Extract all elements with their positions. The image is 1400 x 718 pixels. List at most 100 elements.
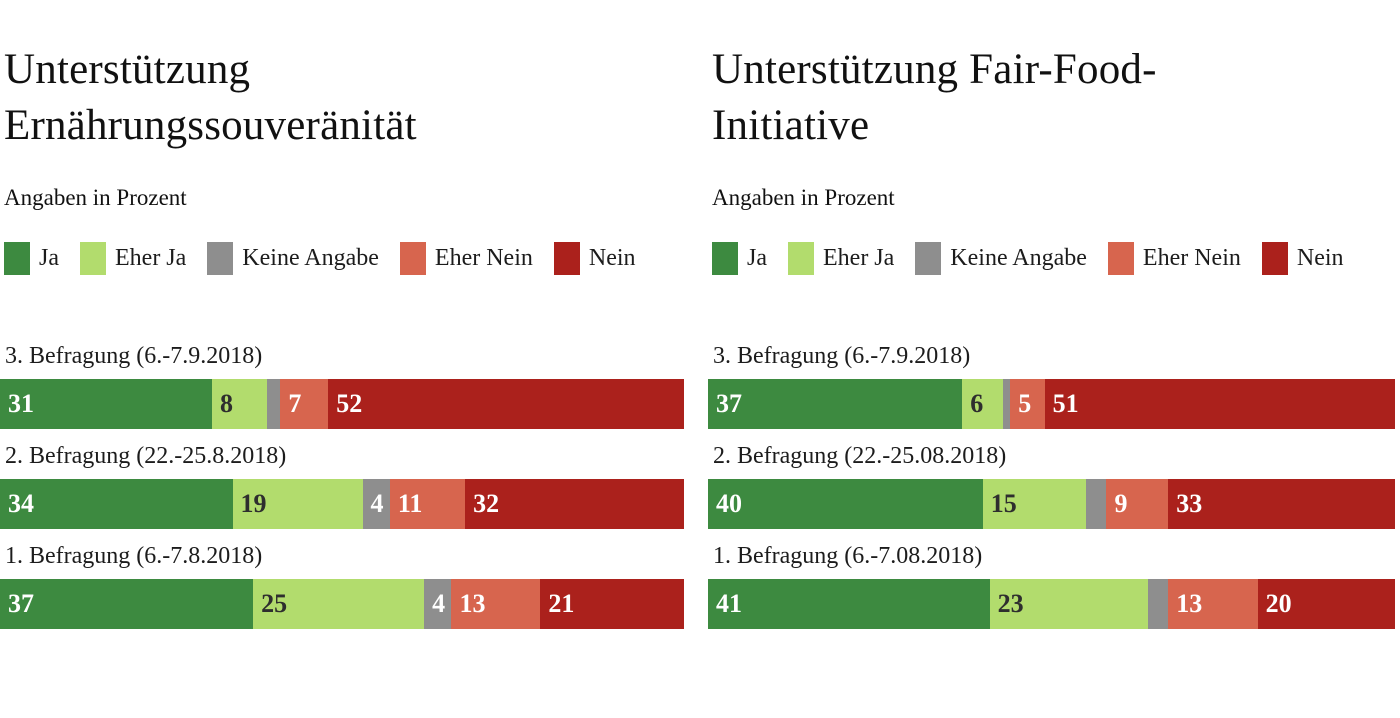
bar-segment: 40	[708, 479, 983, 529]
chart-title-line-1: Unterstützung Fair-Food-	[712, 46, 1157, 93]
bar-segment-value: 32	[473, 489, 500, 518]
bar-segment	[1085, 479, 1107, 529]
legend-swatch	[712, 242, 738, 275]
bar-segment: 13	[1168, 579, 1258, 629]
bar-segment-value: 15	[990, 489, 1017, 518]
bar-segment-value: 31	[8, 389, 34, 418]
bar-segment: 32	[465, 479, 684, 529]
legend-item: Ja	[4, 242, 59, 275]
bar-row-label: 2. Befragung (22.-25.08.2018)	[713, 443, 1007, 469]
bar-segment: 13	[451, 579, 541, 629]
legend-swatch	[1261, 242, 1288, 275]
bar-segment: 5	[1010, 379, 1045, 429]
stacked-bar: 37 6 5 51	[708, 379, 1395, 429]
bar-segment: 8	[212, 379, 267, 429]
bar-segment: 34	[0, 479, 233, 529]
bar-segment: 31	[0, 379, 213, 429]
bar-segment: 52	[328, 379, 684, 429]
chart-subtitle: Angaben in Prozent	[4, 185, 187, 210]
chart-fair-food-initiative: Unterstützung Fair-Food- Initiative Anga…	[708, 42, 1395, 641]
legend-label: Eher Ja	[115, 245, 187, 271]
bar-segment: 25	[253, 579, 425, 629]
bar-row-label: 3. Befragung (6.-7.9.2018)	[713, 343, 971, 369]
bar-rows: 3. Befragung (6.-7.9.2018) 31 8 7 52 2. Befra…	[0, 341, 684, 629]
legend-label: Eher Nein	[434, 245, 533, 271]
bar-row-label: 3. Befragung (6.-7.9.2018)	[5, 343, 263, 369]
legend-item: Eher Nein	[1107, 242, 1241, 275]
legend-item: Keine Angabe	[915, 242, 1087, 275]
bar-segment-value: 40	[716, 489, 742, 518]
bar-segment-value: 34	[8, 489, 34, 518]
bar-segment: 41	[708, 579, 990, 629]
bar-segment-value: 20	[1265, 589, 1292, 618]
bar-segment: 4	[362, 479, 390, 529]
bar-segment-value: 23	[997, 589, 1024, 618]
chart-title: Unterstützung Fair-Food- Initiative	[712, 42, 1395, 154]
legend-label: Eher Nein	[1142, 245, 1241, 271]
bar-segment: 9	[1106, 479, 1169, 529]
bar-row: 3. Befragung (6.-7.9.2018) 31 8 7 52	[0, 341, 684, 429]
bar-segment: 11	[389, 479, 466, 529]
bar-segment	[1147, 579, 1169, 629]
legend-item: Keine Angabe	[207, 242, 379, 275]
bar-row-label: 2. Befragung (22.-25.8.2018)	[5, 443, 287, 469]
stacked-bar: 34 19 4 11 32	[0, 479, 684, 529]
bar-row: 2. Befragung (22.-25.08.2018) 40 15 9 33	[708, 441, 1395, 529]
chart-title-line-2: Ernährungssouveränität	[4, 102, 417, 149]
bar-segment-value: 33	[1176, 489, 1203, 518]
chart-title: Unterstützung Ernährungssouveränität	[4, 42, 684, 154]
legend-label: Ja	[747, 245, 767, 271]
bar-segment-value: 21	[548, 589, 575, 618]
stacked-bar: 40 15 9 33	[708, 479, 1395, 529]
infographic: Unterstützung Ernährungssouveränität Ang…	[0, 42, 1395, 641]
bar-segment: 51	[1044, 379, 1395, 429]
legend-swatch	[1107, 242, 1134, 275]
chart-title-line-1: Unterstützung	[4, 46, 251, 93]
bar-row-label: 1. Befragung (6.-7.08.2018)	[713, 543, 983, 569]
bar-segment-value: 8	[220, 389, 234, 418]
stacked-bar: 31 8 7 52	[0, 379, 684, 429]
bar-segment-value: 37	[8, 589, 34, 618]
chart-title-line-2: Initiative	[712, 102, 870, 149]
chart-ernaehrungssouveraenitaet: Unterstützung Ernährungssouveränität Ang…	[0, 42, 684, 641]
bar-segment: 4	[424, 579, 452, 629]
bar-segment: 15	[982, 479, 1086, 529]
bar-row: 3. Befragung (6.-7.9.2018) 37 6 5 51	[708, 341, 1395, 429]
bar-segment: 7	[280, 379, 329, 429]
legend-label: Nein	[1296, 245, 1344, 271]
bar-segment-value: 13	[459, 589, 486, 618]
legend-label: Eher Ja	[823, 245, 895, 271]
bar-segment-value: 13	[1176, 589, 1203, 618]
bar-rows: 3. Befragung (6.-7.9.2018) 37 6 5 51 2. Befra…	[708, 341, 1395, 629]
legend: Ja Eher Ja Keine Angabe Eher Nein Nein	[712, 242, 1395, 275]
legend-label: Keine Angabe	[242, 245, 379, 271]
legend-item: Eher Ja	[80, 242, 186, 275]
legend-item: Eher Ja	[788, 242, 894, 275]
stacked-bar: 37 25 4 13 21	[0, 579, 684, 629]
bar-segment-value: 4	[370, 489, 384, 518]
bar-row: 2. Befragung (22.-25.8.2018) 34 19 4 11 32	[0, 441, 684, 529]
bar-segment-value: 7	[288, 389, 302, 418]
legend-swatch	[80, 242, 106, 275]
bar-segment: 37	[0, 579, 254, 629]
bar-segment-value: 11	[397, 489, 423, 518]
bar-row: 1. Befragung (6.-7.8.2018) 37 25 4 13 21	[0, 541, 684, 629]
bar-segment-value: 4	[432, 589, 446, 618]
legend-label: Keine Angabe	[950, 245, 1087, 271]
legend-swatch	[207, 242, 234, 275]
bar-segment-value: 5	[1018, 389, 1032, 418]
legend-label: Nein	[588, 245, 636, 271]
chart-subtitle: Angaben in Prozent	[712, 185, 895, 210]
bar-segment: 20	[1257, 579, 1395, 629]
bar-segment-value: 25	[261, 589, 288, 618]
bar-segment	[266, 379, 281, 429]
legend: Ja Eher Ja Keine Angabe Eher Nein Nein	[4, 242, 684, 275]
bar-segment	[1003, 379, 1011, 429]
bar-segment-value: 19	[240, 489, 267, 518]
legend-item: Nein	[553, 242, 636, 275]
legend-label: Ja	[39, 245, 59, 271]
legend-item: Eher Nein	[399, 242, 533, 275]
bar-segment: 6	[962, 379, 1004, 429]
bar-segment: 23	[989, 579, 1148, 629]
stacked-bar: 41 23 13 20	[708, 579, 1395, 629]
